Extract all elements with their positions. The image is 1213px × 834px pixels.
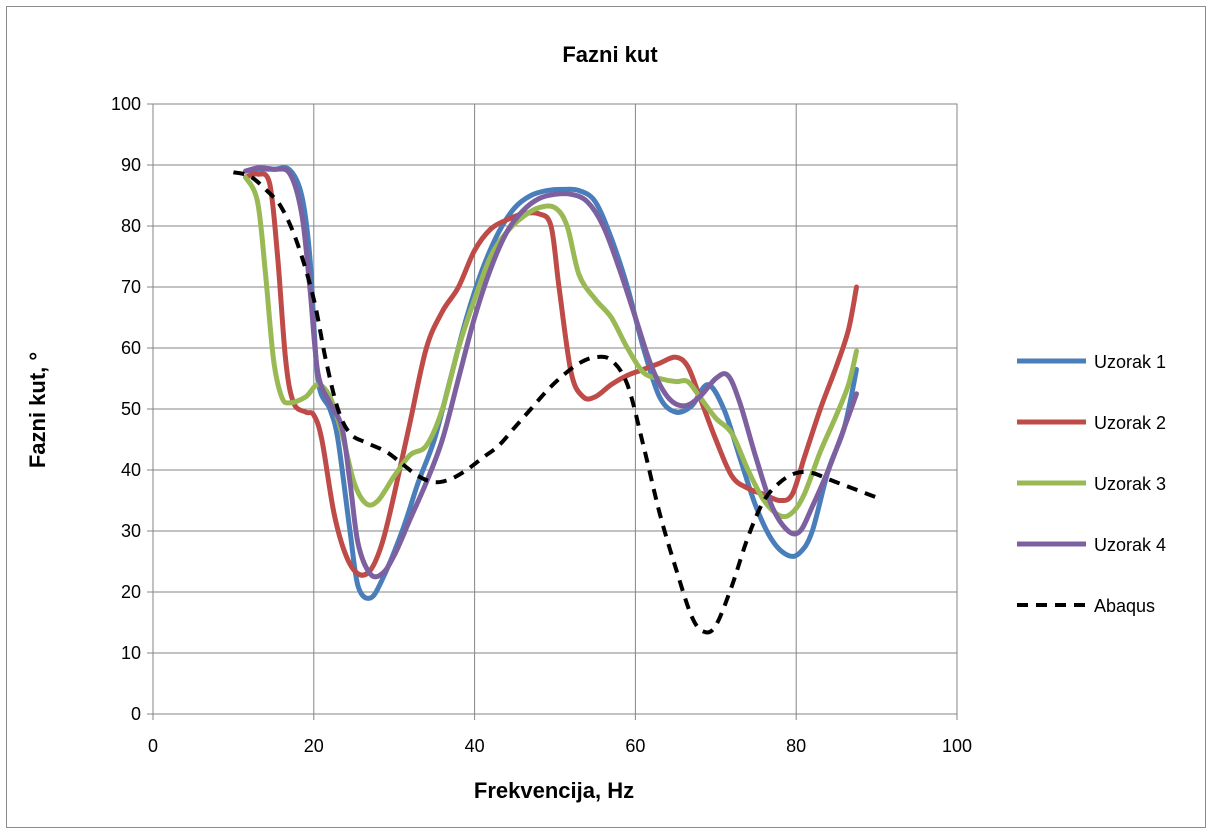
x-axis-ticks: 0 20 40 60 80 100 (148, 714, 972, 756)
legend-label-uzorak-3: Uzorak 3 (1094, 474, 1166, 494)
legend-label-uzorak-1: Uzorak 1 (1094, 352, 1166, 372)
x-tick-label: 40 (465, 736, 485, 756)
x-tick-label: 60 (625, 736, 645, 756)
x-tick-label: 80 (786, 736, 806, 756)
y-tick-label: 90 (121, 155, 141, 175)
legend-label-abaqus: Abaqus (1094, 596, 1155, 616)
legend-label-uzorak-4: Uzorak 4 (1094, 535, 1166, 555)
y-tick-label: 0 (131, 704, 141, 724)
y-tick-label: 50 (121, 399, 141, 419)
y-tick-label: 10 (121, 643, 141, 663)
series-line-uzorak-2 (243, 171, 859, 578)
x-tick-label: 100 (942, 736, 972, 756)
y-tick-label: 40 (121, 460, 141, 480)
chart-frame (6, 6, 1206, 828)
legend: Uzorak 1 Uzorak 2 Uzorak 3 Uzorak 4 Abaqus (1017, 352, 1166, 616)
x-tick-label: 0 (148, 736, 158, 756)
chart-title: Fazni kut (562, 42, 658, 67)
series-line-uzorak-1 (243, 165, 859, 601)
series-line-uzorak-3 (243, 174, 859, 520)
y-tick-label: 30 (121, 521, 141, 541)
y-tick-label: 20 (121, 582, 141, 602)
series-layer (232, 165, 878, 635)
y-tick-label: 100 (111, 94, 141, 114)
legend-label-uzorak-2: Uzorak 2 (1094, 413, 1166, 433)
y-axis-title: Fazni kut, ° (25, 352, 50, 468)
series-line-abaqus (232, 170, 878, 635)
x-axis-title: Frekvencija, Hz (474, 778, 634, 803)
y-tick-label: 60 (121, 338, 141, 358)
y-tick-label: 80 (121, 216, 141, 236)
series-line-uzorak-4 (243, 165, 859, 580)
plot-area (152, 103, 958, 715)
y-tick-label: 70 (121, 277, 141, 297)
x-tick-label: 20 (304, 736, 324, 756)
y-axis-ticks: 0 10 20 30 40 50 60 70 80 90 100 (111, 94, 153, 724)
